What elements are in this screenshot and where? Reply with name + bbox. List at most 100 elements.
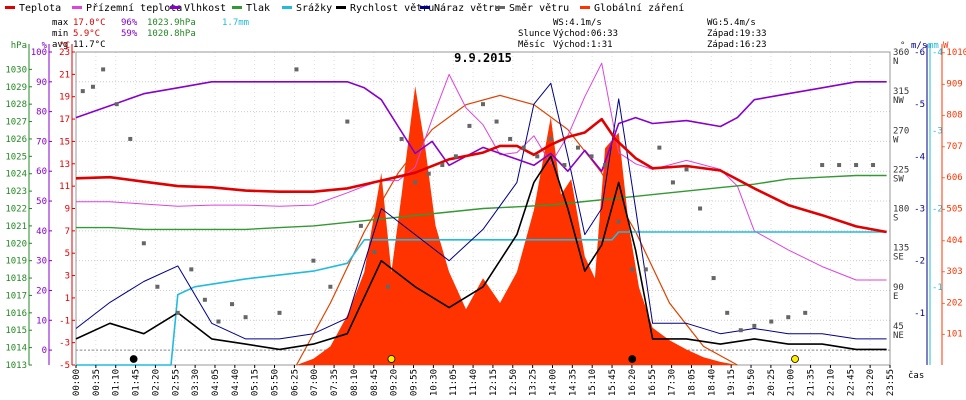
direction-label: S xyxy=(893,214,898,224)
direction-point xyxy=(453,154,458,159)
x-tick-label: 12:50 xyxy=(509,369,519,396)
speed-tick: -6 xyxy=(914,48,925,58)
legend-swatch xyxy=(72,6,82,9)
pressure-axis-tick: 1021 xyxy=(5,222,27,232)
x-tick-label: 15:10 xyxy=(588,369,598,396)
series-wind-gust xyxy=(75,82,887,340)
direction-point xyxy=(786,315,791,320)
direction-point xyxy=(603,163,608,168)
speed-tick: -4 xyxy=(914,152,925,162)
direction-point xyxy=(854,163,859,168)
x-tick-label: 23:20 xyxy=(866,369,876,396)
x-tick-label: 05:15 xyxy=(251,369,261,396)
humidity-axis-tick: 60 xyxy=(36,167,47,177)
legend-label: Rychlost větru xyxy=(350,2,434,14)
speed-tick: -5 xyxy=(914,100,925,110)
direction-tick: 360 xyxy=(893,48,909,58)
direction-point xyxy=(521,145,526,150)
direction-point xyxy=(175,310,180,315)
x-tick-label: 19:15 xyxy=(727,369,737,396)
x-tick-label: 09:55 xyxy=(410,369,420,396)
pressure-axis-tick: 1024 xyxy=(5,170,27,180)
wind-gust-stat: WG:5.4m/s xyxy=(707,18,756,28)
direction-point xyxy=(80,89,85,94)
stat-min-press: 1020.8hPa xyxy=(147,29,196,39)
x-tick-label: 20:25 xyxy=(767,369,777,396)
left-axes: 1013101410151016101710181019102010211022… xyxy=(5,41,75,371)
pressure-axis-tick: 1017 xyxy=(5,291,27,301)
sun-moon-marker xyxy=(129,355,138,363)
pressure-axis-tick: 1028 xyxy=(5,100,27,110)
temperature-axis-tick: 23 xyxy=(59,48,70,58)
rain-tick: -2 xyxy=(932,205,943,215)
pressure-axis-tick: 1015 xyxy=(5,326,27,336)
temperature-axis-tick: 5 xyxy=(65,249,70,259)
pressure-axis-tick: 1016 xyxy=(5,309,27,319)
direction-label: NW xyxy=(893,96,904,106)
pressure-axis-tick: 1014 xyxy=(5,344,27,354)
direction-point xyxy=(548,136,553,141)
x-tick-label: 07:35 xyxy=(330,369,340,396)
legend-swatch xyxy=(232,6,242,9)
x-tick-label: 13:25 xyxy=(529,369,539,396)
temperature-axis-tick: 13 xyxy=(59,160,70,170)
radiation-unit: W xyxy=(943,41,949,51)
direction-point xyxy=(202,297,207,302)
x-tick-label: 21:35 xyxy=(807,369,817,396)
stat-avg-label: avg xyxy=(52,40,68,50)
x-tick-label: 02:20 xyxy=(151,369,161,396)
rain-unit: mm xyxy=(928,41,939,51)
moon-label: Měsíc xyxy=(518,40,545,50)
direction-point xyxy=(386,284,391,289)
legend-label: Srážky xyxy=(296,2,332,14)
temperature-axis-tick: 19 xyxy=(59,93,70,103)
stat-max-hum: 96% xyxy=(121,18,138,28)
sunrise-text: Východ:06:33 xyxy=(553,29,618,39)
x-tick-label: 00:00 xyxy=(72,369,82,396)
x-tick-label: 10:30 xyxy=(429,369,439,396)
direction-point xyxy=(90,84,95,89)
humidity-axis-tick: 90 xyxy=(36,78,47,88)
direction-point xyxy=(803,310,808,315)
x-tick-label: 16:20 xyxy=(628,369,638,396)
direction-point xyxy=(277,310,282,315)
x-tick-label: 15:45 xyxy=(608,369,618,396)
direction-point xyxy=(820,163,825,168)
speed-unit: m/s xyxy=(911,41,927,51)
direction-point xyxy=(725,310,730,315)
temperature-axis-tick: 17 xyxy=(59,115,70,125)
legend: Teplota Přízemní teplota Vlhkost Tlak Srážky… xyxy=(5,2,684,14)
temperature-axis-tick: 1 xyxy=(65,294,70,304)
direction-point xyxy=(616,219,621,224)
x-tick-label: 08:10 xyxy=(350,369,360,396)
x-tick-label: 22:10 xyxy=(826,369,836,396)
x-tick-label: 22:45 xyxy=(846,369,856,396)
direction-point xyxy=(399,136,404,141)
direction-tick: 135 xyxy=(893,244,909,254)
plot-area xyxy=(75,62,887,366)
speed-tick: -3 xyxy=(914,205,925,215)
x-tick-label: 08:45 xyxy=(370,369,380,396)
legend-label: Směr větru xyxy=(509,2,569,14)
x-tick-label: 19:50 xyxy=(747,369,757,396)
sun-moon-marker xyxy=(791,355,799,363)
pressure-axis-tick: 1019 xyxy=(5,257,27,267)
series-wind-speed xyxy=(75,155,887,351)
pressure-axis-tick: 1025 xyxy=(5,152,27,162)
direction-tick: 225 xyxy=(893,165,909,175)
x-tick-label: 06:25 xyxy=(290,369,300,396)
direction-point xyxy=(575,145,580,150)
legend-label: Teplota xyxy=(19,3,61,14)
moonset-text: Západ:16:23 xyxy=(707,40,767,50)
legend-label: Tlak xyxy=(246,3,270,14)
temperature-axis-tick: -5 xyxy=(59,361,70,371)
x-tick-label: 02:55 xyxy=(171,369,181,396)
temperature-axis-tick: 11 xyxy=(59,182,70,192)
direction-point xyxy=(871,163,876,168)
direction-tick: 315 xyxy=(893,87,909,97)
series-temperature xyxy=(75,117,887,234)
direction-point xyxy=(494,119,499,124)
x-axis: 00:00 00:35 01:10 01:45 02:20 02:55 03:30 04:05… xyxy=(72,365,896,396)
legend-swatch xyxy=(282,6,292,9)
direction-point xyxy=(294,67,299,72)
